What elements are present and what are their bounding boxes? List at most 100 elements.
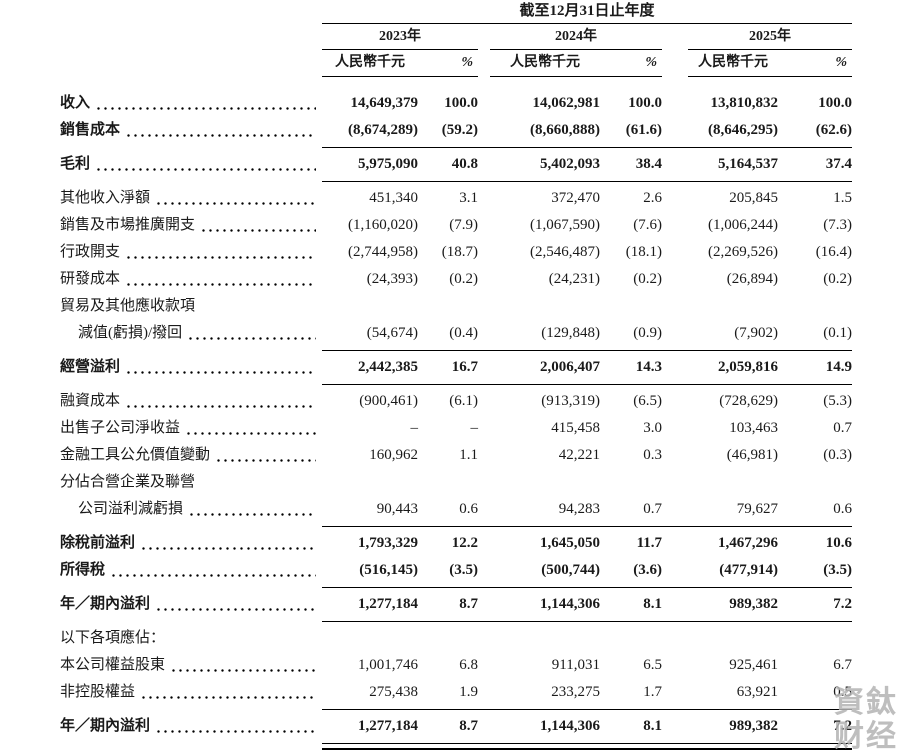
pct-2024: (3.6) <box>633 562 662 578</box>
dot-leader <box>110 574 316 577</box>
table-row: 金融工具公允價值變動 160,962 1.1 42,221 0.3 (46,981) (0.… <box>60 442 852 469</box>
separator-rule <box>322 384 852 385</box>
pct-2024: 8.1 <box>643 596 662 612</box>
row-label: 銷售成本 <box>60 122 121 138</box>
table-row: 非控股權益 275,438 1.9 233,275 1.7 63,921 0.5 <box>60 679 852 706</box>
pct-2023: 8.7 <box>459 718 478 734</box>
dot-leader <box>125 283 316 286</box>
dot-leader <box>187 337 316 340</box>
pct-2025: 14.9 <box>825 359 852 375</box>
percent-symbol-2025: % <box>835 55 847 70</box>
pct-2025: (5.3) <box>823 393 852 409</box>
row-label-cell: 減值(虧損)/撥回 <box>60 320 322 347</box>
row-label: 銷售及市場推廣開支 <box>60 217 196 233</box>
row-label-cell: 融資成本 <box>60 388 322 415</box>
amount-2023: 14,649,379 <box>350 95 419 111</box>
pct-2024: 8.1 <box>643 718 662 734</box>
column-gap <box>478 239 490 266</box>
table-row: 行政開支 (2,744,958) (18.7) (2,546,487) (18.1) (2… <box>60 239 852 266</box>
row-label: 減值(虧損)/撥回 <box>78 325 183 341</box>
column-gap <box>478 679 490 706</box>
pct-2023: 1.9 <box>459 684 478 700</box>
amount-2024: (24,231) <box>548 271 600 287</box>
dot-leader <box>188 513 316 516</box>
pct-2025: 100.0 <box>818 95 852 111</box>
row-label: 研發成本 <box>60 271 121 287</box>
amount-2025: (26,894) <box>726 271 778 287</box>
row-label-cell: 分佔合營企業及聯營 <box>60 469 322 496</box>
row-label: 年／期內溢利 <box>60 718 151 734</box>
amount-2024: 911,031 <box>551 657 600 673</box>
pct-2023: 3.1 <box>459 190 478 206</box>
column-gap <box>478 320 490 347</box>
amount-2024: 14,062,981 <box>532 95 601 111</box>
amount-2023: 1,277,184 <box>358 596 418 612</box>
column-gap <box>478 151 490 178</box>
pct-2024: 14.3 <box>635 359 662 375</box>
row-label-cell: 公司溢利減虧損 <box>60 496 322 523</box>
table-row: 研發成本 (24,393) (0.2) (24,231) (0.2) (26,894) (0… <box>60 266 852 293</box>
dot-leader <box>215 459 316 462</box>
row-label-cell: 收入 <box>60 90 322 117</box>
column-gap <box>662 713 688 740</box>
pct-2023: – <box>470 420 479 436</box>
row-label-cell: 除稅前溢利 <box>60 530 322 557</box>
separator-rule <box>322 147 852 148</box>
amount-2025: 2,059,816 <box>718 359 778 375</box>
pct-2024: (7.6) <box>633 217 662 233</box>
row-label-cell: 以下各項應佔： <box>60 625 322 652</box>
table-row: 銷售成本 (8,674,289) (59.2) (8,660,888) (61.6) (8… <box>60 117 852 144</box>
row-label: 毛利 <box>60 156 91 172</box>
amount-2025: (8,646,295) <box>708 122 778 138</box>
dot-leader <box>170 669 316 672</box>
column-gap <box>478 185 490 212</box>
pct-2025: (0.3) <box>823 447 852 463</box>
pct-2025: 6.7 <box>833 657 852 673</box>
column-gap <box>478 90 490 117</box>
row-label: 分佔合營企業及聯營 <box>60 474 196 490</box>
column-gap <box>662 266 688 293</box>
pct-2023: (18.7) <box>441 244 478 260</box>
table-row: 分佔合營企業及聯營 <box>60 469 852 496</box>
separator-rule <box>322 709 852 710</box>
column-gap <box>478 117 490 144</box>
row-label-cell: 其他收入淨額 <box>60 185 322 212</box>
unit-label-rmb-2025: 人民幣千元 <box>698 55 768 70</box>
amount-2024: (8,660,888) <box>530 122 600 138</box>
row-label: 以下各項應佔： <box>60 630 166 646</box>
column-gap <box>478 591 490 618</box>
pct-2024: 6.5 <box>643 657 662 673</box>
percent-symbol-2024: % <box>645 55 657 70</box>
amount-2025: (46,981) <box>726 447 778 463</box>
column-gap <box>662 442 688 469</box>
row-label: 貿易及其他應收款項 <box>60 298 196 314</box>
pct-2025: (0.1) <box>823 325 852 341</box>
year-header-2025: 2025年 <box>688 28 852 50</box>
dot-leader <box>155 730 316 733</box>
amount-2023: (900,461) <box>359 393 418 409</box>
amount-2023: (24,393) <box>366 271 418 287</box>
column-gap <box>478 354 490 381</box>
table-row: 所得稅 (516,145) (3.5) (500,744) (3.6) (477,914)… <box>60 557 852 584</box>
table-row: 毛利 5,975,090 40.8 5,402,093 38.4 5,164,537 37.… <box>60 151 852 178</box>
row-label: 經營溢利 <box>60 359 121 375</box>
row-label-cell: 非控股權益 <box>60 679 322 706</box>
column-gap <box>662 388 688 415</box>
amount-2025: 989,382 <box>729 718 778 734</box>
row-label-cell: 年／期內溢利 <box>60 713 322 740</box>
amount-2023: 1,793,329 <box>358 535 418 551</box>
pct-2023: 12.2 <box>451 535 478 551</box>
amount-2023: – <box>410 420 419 436</box>
dot-leader <box>200 229 316 232</box>
table-body: 收入 14,649,379 100.0 14,062,981 100.0 13,810,8… <box>60 90 852 750</box>
table-row: 銷售及市場推廣開支 (1,160,020) (7.9) (1,067,590) (7.6… <box>60 212 852 239</box>
amount-2025: 205,845 <box>729 190 778 206</box>
pct-2023: 16.7 <box>451 359 478 375</box>
column-gap <box>478 530 490 557</box>
pct-2024: 38.4 <box>635 156 662 172</box>
pct-2023: 40.8 <box>451 156 478 172</box>
column-gap <box>662 415 688 442</box>
pct-2023: (0.4) <box>449 325 478 341</box>
amount-2025: 1,467,296 <box>718 535 778 551</box>
